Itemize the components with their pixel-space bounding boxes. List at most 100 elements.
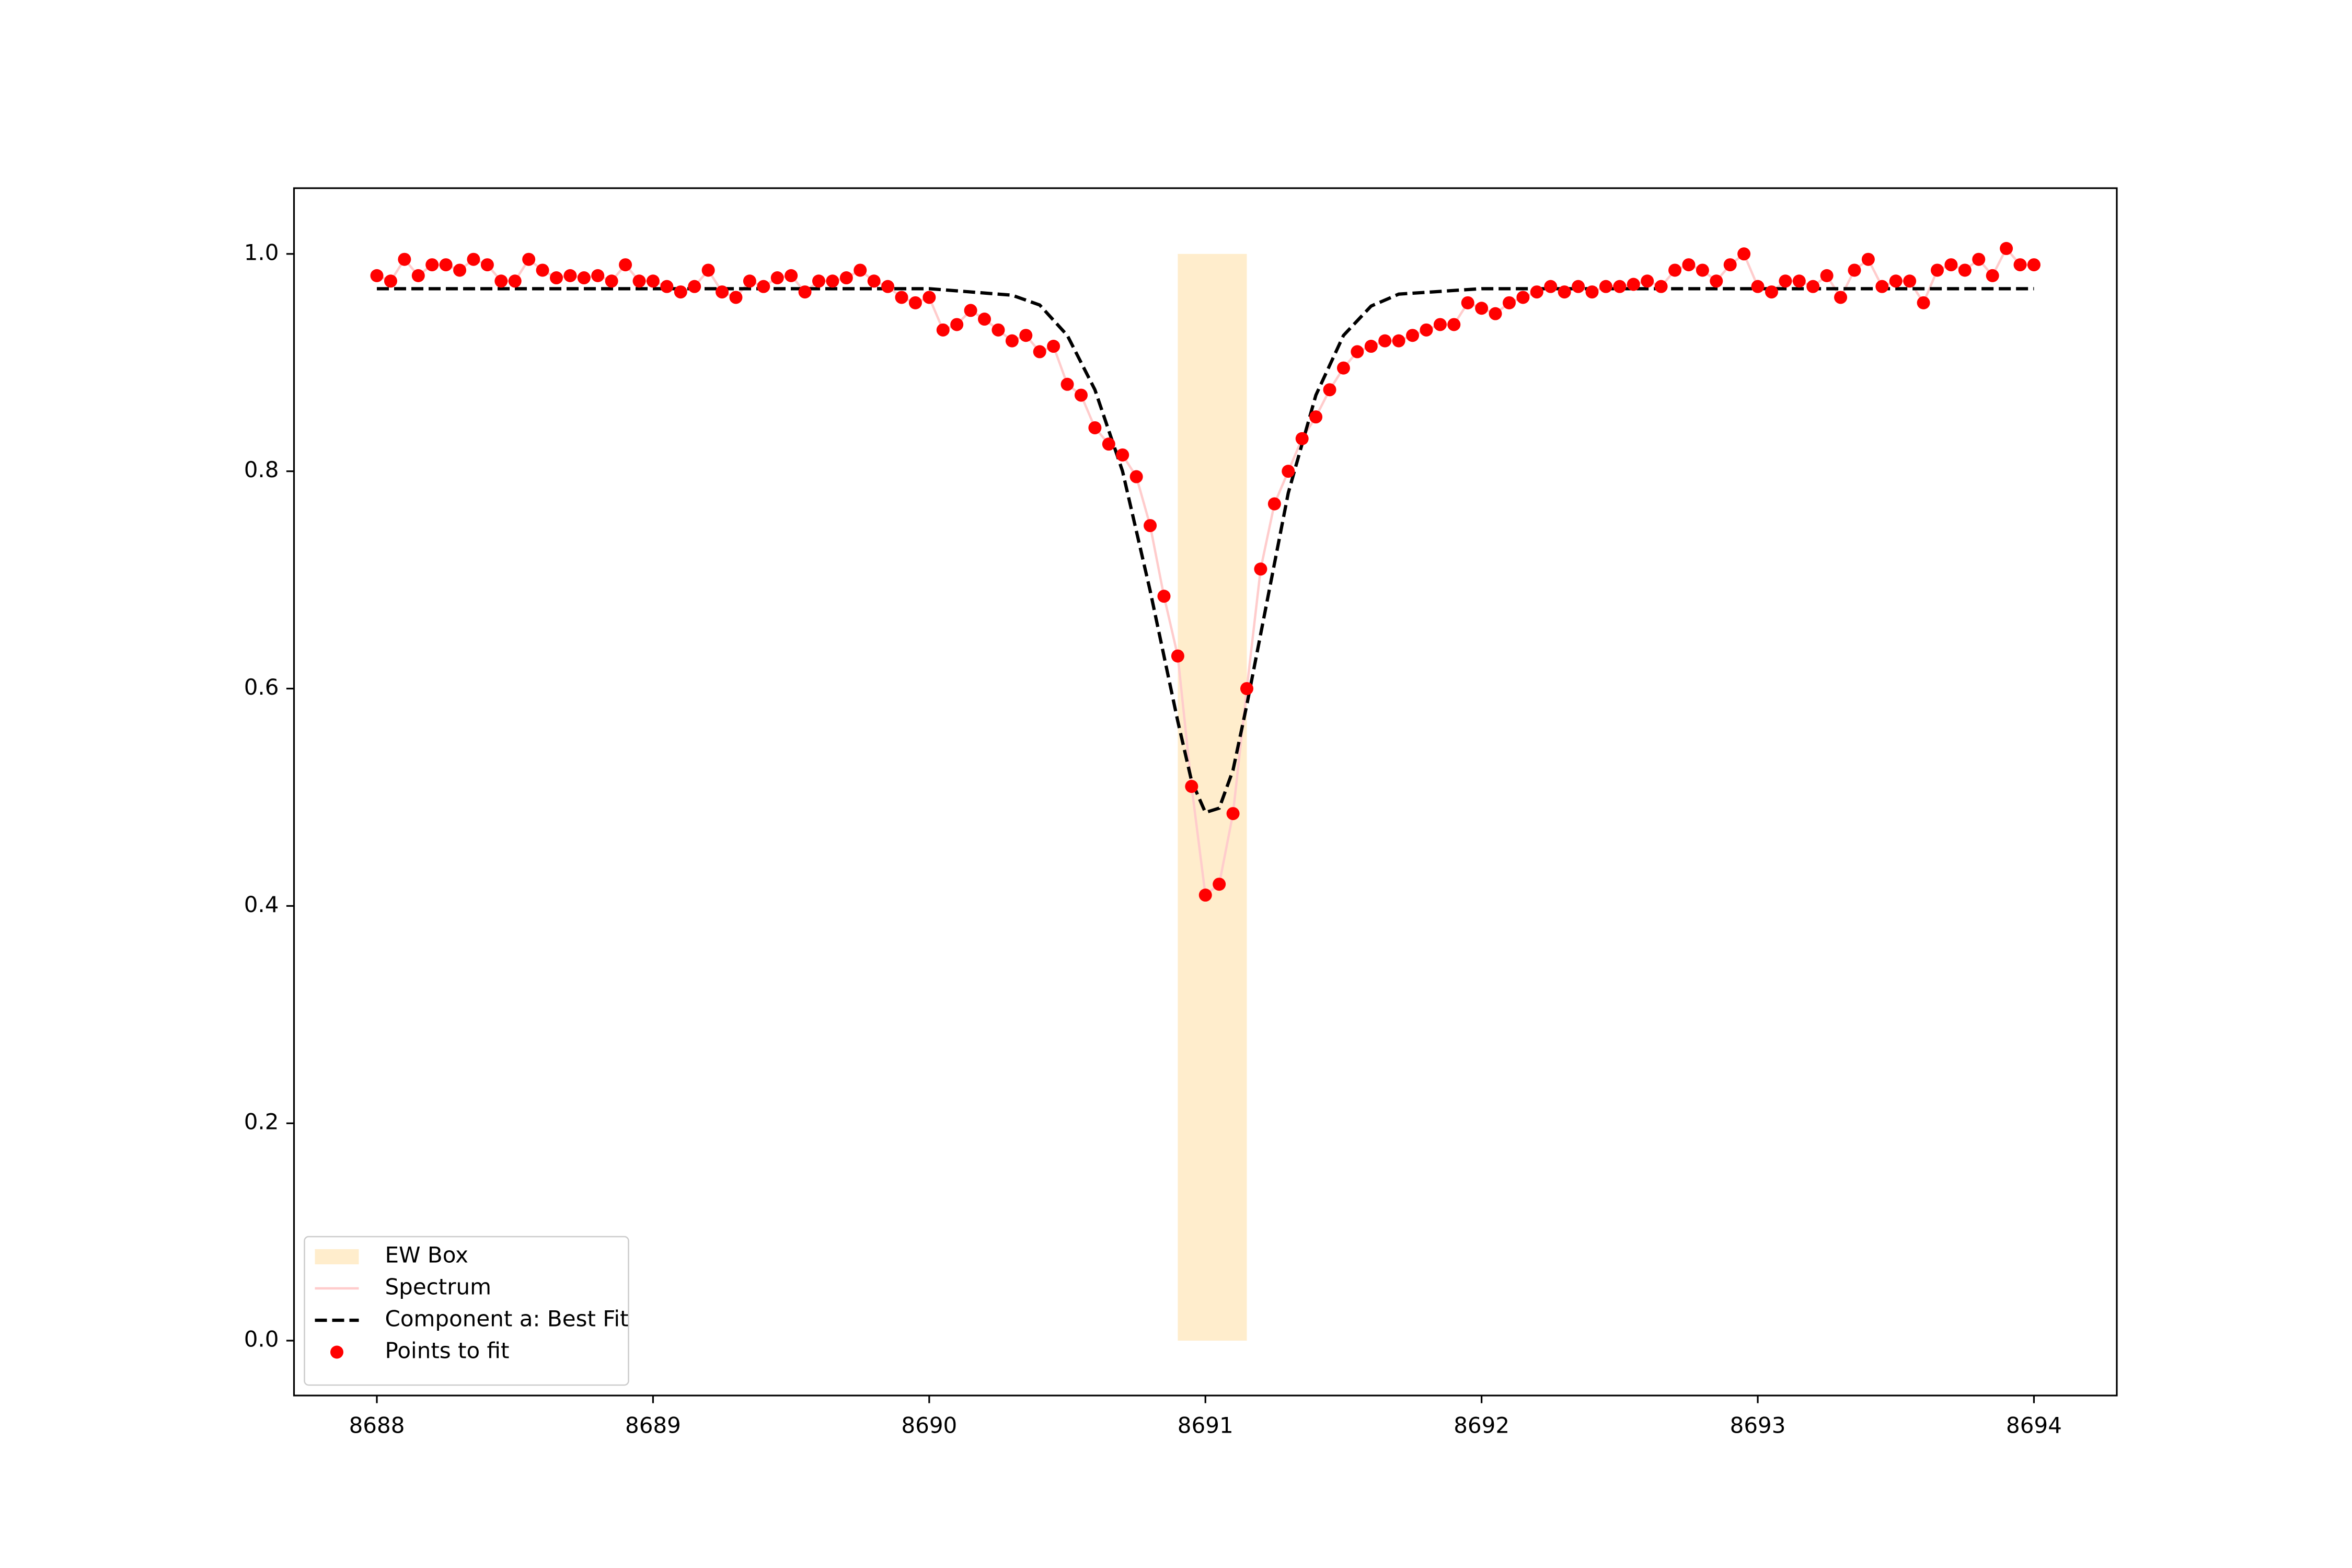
data-point xyxy=(674,285,687,299)
data-point xyxy=(1406,329,1420,342)
data-point xyxy=(1682,258,1696,272)
data-point xyxy=(370,269,384,282)
data-point xyxy=(536,263,549,277)
data-point xyxy=(1530,285,1543,299)
data-point xyxy=(964,304,977,317)
data-point xyxy=(660,280,674,293)
data-point xyxy=(1047,340,1060,353)
y-tick-label: 0.6 xyxy=(244,674,279,700)
data-point xyxy=(508,274,522,288)
legend-marker xyxy=(330,1345,343,1359)
data-point xyxy=(1848,263,1861,277)
legend-label: Points to fit xyxy=(385,1338,510,1364)
data-point xyxy=(1572,280,1585,293)
data-point xyxy=(1489,307,1502,320)
data-point xyxy=(1447,318,1461,331)
data-point xyxy=(1627,278,1640,291)
data-point xyxy=(1198,889,1212,902)
data-point xyxy=(1019,329,1033,342)
legend-label: Spectrum xyxy=(385,1274,492,1300)
data-point xyxy=(716,285,729,299)
data-point xyxy=(729,291,743,304)
data-point xyxy=(1364,340,1378,353)
data-point xyxy=(991,323,1005,337)
data-point xyxy=(1737,247,1751,261)
data-point xyxy=(1171,649,1184,663)
data-point xyxy=(1806,280,1820,293)
data-point xyxy=(1710,274,1723,288)
x-tick-label: 8691 xyxy=(1178,1413,1233,1438)
data-point xyxy=(908,296,922,309)
data-point xyxy=(1516,291,1530,304)
data-point xyxy=(1240,682,1254,695)
y-tick-label: 1.0 xyxy=(244,239,279,265)
data-point xyxy=(701,263,715,277)
data-point xyxy=(1613,280,1627,293)
data-point xyxy=(1765,285,1778,299)
data-point xyxy=(1972,252,1986,266)
data-point xyxy=(839,271,853,285)
data-point xyxy=(2013,258,2027,272)
data-point xyxy=(1282,465,1295,478)
data-point xyxy=(563,269,577,282)
data-point xyxy=(854,263,867,277)
data-point xyxy=(1461,296,1474,309)
data-point xyxy=(591,269,605,282)
data-point xyxy=(1875,280,1889,293)
data-point xyxy=(1392,334,1405,348)
data-point xyxy=(1931,263,1944,277)
data-point xyxy=(1116,448,1129,462)
data-point xyxy=(1185,780,1198,793)
y-tick-label: 0.8 xyxy=(244,457,279,482)
data-point xyxy=(770,271,784,285)
data-point xyxy=(1213,878,1226,891)
data-point xyxy=(1917,296,1930,309)
data-point xyxy=(688,280,701,293)
data-point xyxy=(1986,269,1999,282)
x-tick-label: 8693 xyxy=(1730,1413,1786,1438)
data-point xyxy=(1295,432,1309,445)
data-point xyxy=(1088,421,1102,434)
legend-label: EW Box xyxy=(385,1242,469,1268)
data-point xyxy=(1351,345,1364,359)
legend: EW Box Spectrum Component a: Best Fit Point… xyxy=(304,1236,629,1386)
data-point xyxy=(1336,361,1350,375)
data-point xyxy=(895,291,908,304)
data-point xyxy=(1751,280,1765,293)
data-point xyxy=(1309,410,1323,424)
data-point xyxy=(1696,263,1709,277)
data-point xyxy=(1779,274,1792,288)
data-point xyxy=(1074,388,1088,402)
data-point xyxy=(1254,562,1267,576)
data-point xyxy=(1958,263,1971,277)
data-point xyxy=(785,269,798,282)
data-point xyxy=(798,285,812,299)
data-point xyxy=(646,274,660,288)
data-point xyxy=(425,258,439,272)
data-point xyxy=(398,252,411,266)
x-tick-label: 8690 xyxy=(901,1413,957,1438)
data-point xyxy=(978,313,991,326)
data-point xyxy=(1889,274,1903,288)
data-point xyxy=(1834,291,1848,304)
data-point xyxy=(757,280,770,293)
x-tick-label: 8688 xyxy=(349,1413,405,1438)
data-point xyxy=(2027,258,2040,272)
data-point xyxy=(1820,269,1834,282)
y-tick-label: 0.2 xyxy=(244,1109,279,1135)
data-point xyxy=(1060,377,1074,391)
data-point xyxy=(1157,590,1171,603)
ew-box xyxy=(1178,253,1247,1341)
y-tick-label: 0.4 xyxy=(244,892,279,917)
data-point xyxy=(1585,285,1599,299)
data-point xyxy=(1558,285,1571,299)
data-point xyxy=(1861,252,1875,266)
fit-line xyxy=(377,287,2034,815)
data-point xyxy=(1433,318,1447,331)
data-point xyxy=(467,252,480,266)
data-point xyxy=(1503,296,1516,309)
data-point xyxy=(632,274,646,288)
data-point xyxy=(1475,302,1489,315)
